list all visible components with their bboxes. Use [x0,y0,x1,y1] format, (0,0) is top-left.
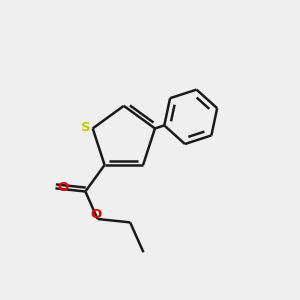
Text: S: S [81,121,91,134]
Text: O: O [57,181,68,194]
Text: O: O [91,208,102,221]
